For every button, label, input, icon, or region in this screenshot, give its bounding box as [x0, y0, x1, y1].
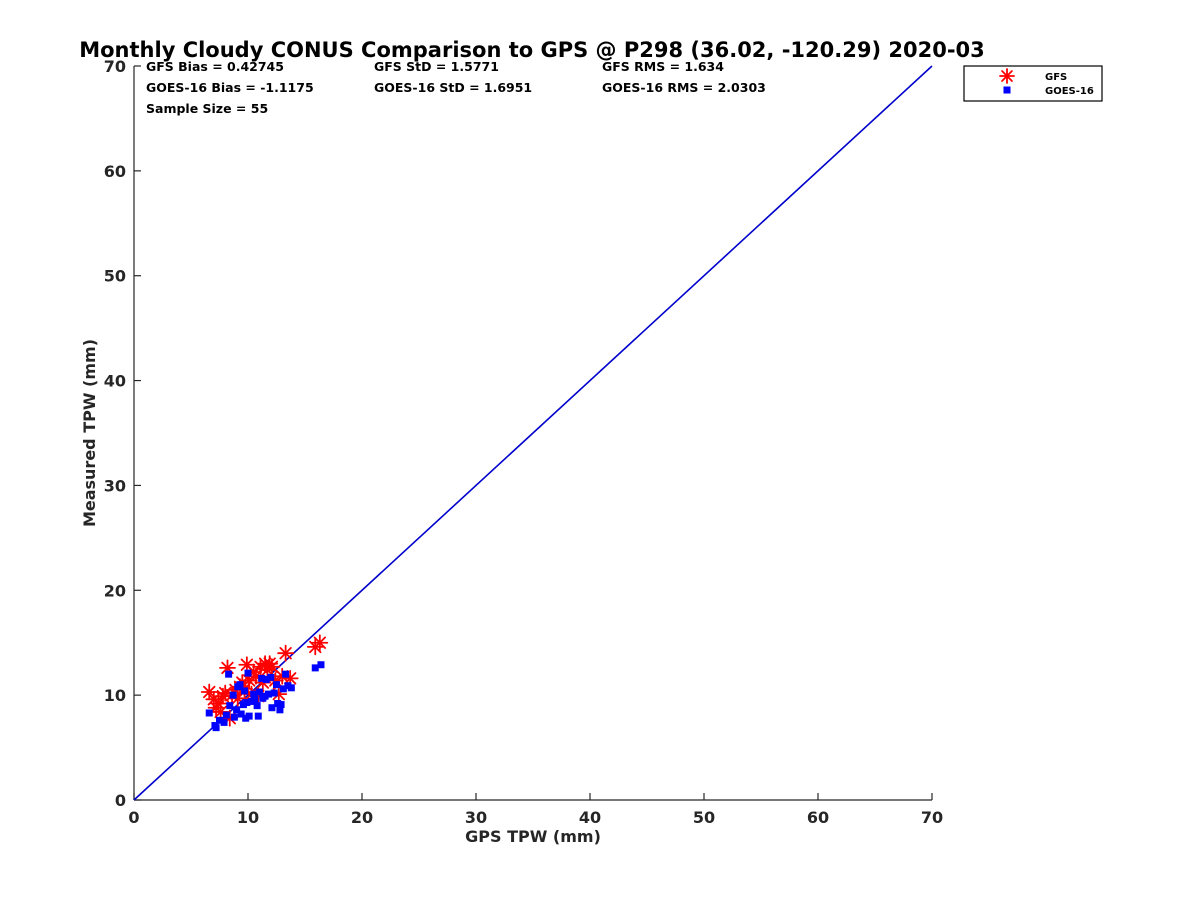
goes16-point	[255, 688, 263, 696]
goes16-point	[277, 701, 285, 709]
goes16-point	[236, 681, 244, 689]
x-tick-label: 40	[579, 808, 601, 827]
x-tick-label: 60	[807, 808, 829, 827]
legend-label: GFS	[1045, 72, 1067, 83]
goes16-point	[268, 704, 276, 712]
goes16-point	[212, 724, 220, 732]
x-tick-label: 70	[921, 808, 943, 827]
goes16-point	[251, 695, 259, 703]
goes16-point	[276, 706, 284, 714]
goes16-point	[273, 681, 280, 689]
legend-box	[963, 65, 1103, 102]
goes16-point	[250, 690, 258, 698]
y-ticks: 0 10 20 30 40 50 60 70	[104, 57, 141, 810]
goes16-point	[245, 712, 253, 720]
gfs-point	[263, 658, 281, 676]
goes16-point	[229, 691, 237, 699]
goes16-point	[225, 670, 233, 678]
stat-text: GFS StD = 1.5771	[374, 59, 499, 74]
goes16-point	[311, 664, 319, 672]
legend-label: GOES-16	[1045, 86, 1094, 97]
y-tick-label: 50	[104, 267, 126, 286]
legend: GFS GOES-16	[963, 65, 1103, 102]
goes16-point	[205, 709, 213, 717]
gfs-point	[311, 634, 329, 652]
y-tick-label: 30	[104, 476, 126, 495]
stat-text: Sample Size = 55	[146, 101, 268, 116]
goes16-point	[267, 673, 275, 681]
data-points	[200, 634, 329, 732]
reference-line-group	[133, 65, 933, 801]
goes16-point	[230, 713, 238, 721]
goes16-point	[282, 670, 290, 678]
goes16-point	[258, 674, 266, 682]
x-tick-label: 0	[128, 808, 139, 827]
goes16-point	[222, 711, 230, 719]
goes16-point	[253, 702, 261, 710]
axes	[133, 66, 932, 801]
goes16-point	[244, 669, 252, 677]
goes16-point	[233, 706, 241, 714]
goes16-point	[243, 698, 251, 706]
goes16-point	[241, 687, 249, 695]
y-tick-label: 20	[104, 581, 126, 600]
y-tick-label: 40	[104, 372, 126, 391]
goes16-point	[254, 712, 262, 720]
goes16-point	[262, 675, 270, 683]
x-ticks: 0 10 20 30 40 50 60 70	[128, 793, 943, 827]
stat-text: GOES-16 Bias = -1.1175	[146, 80, 314, 95]
goes16-point	[216, 716, 223, 724]
goes16-point	[270, 689, 278, 697]
stat-text: GFS RMS = 1.634	[602, 59, 724, 74]
x-tick-label: 30	[465, 808, 487, 827]
stat-text: GOES-16 StD = 1.6951	[374, 80, 532, 95]
stat-text: GOES-16 RMS = 2.0303	[602, 80, 766, 95]
chart-title: Monthly Cloudy CONUS Comparison to GPS @…	[79, 38, 985, 62]
y-axis-label: Measured TPW (mm)	[80, 339, 99, 527]
goes16-point	[237, 710, 245, 718]
goes16-point	[226, 702, 234, 710]
goes16-point	[317, 661, 325, 669]
legend-goes16-marker	[1003, 86, 1011, 94]
legend-gfs-marker	[999, 68, 1015, 84]
x-tick-label: 20	[351, 808, 373, 827]
x-axis-label: GPS TPW (mm)	[465, 827, 601, 846]
x-tick-label: 50	[693, 808, 715, 827]
y-tick-label: 0	[115, 791, 126, 810]
goes16-point	[287, 684, 295, 692]
goes16-point	[220, 718, 228, 726]
stat-text: GFS Bias = 0.42745	[146, 59, 284, 74]
stats-block: GFS Bias = 0.42745 GFS StD = 1.5771 GFS RM…	[146, 59, 766, 116]
y-tick-label: 70	[104, 57, 126, 76]
x-tick-label: 10	[237, 808, 259, 827]
y-tick-label: 10	[104, 686, 126, 705]
y-tick-label: 60	[104, 162, 126, 181]
reference-line	[133, 65, 933, 801]
goes16-point	[265, 690, 273, 698]
goes16-point	[279, 685, 287, 693]
gfs-point	[277, 644, 295, 662]
